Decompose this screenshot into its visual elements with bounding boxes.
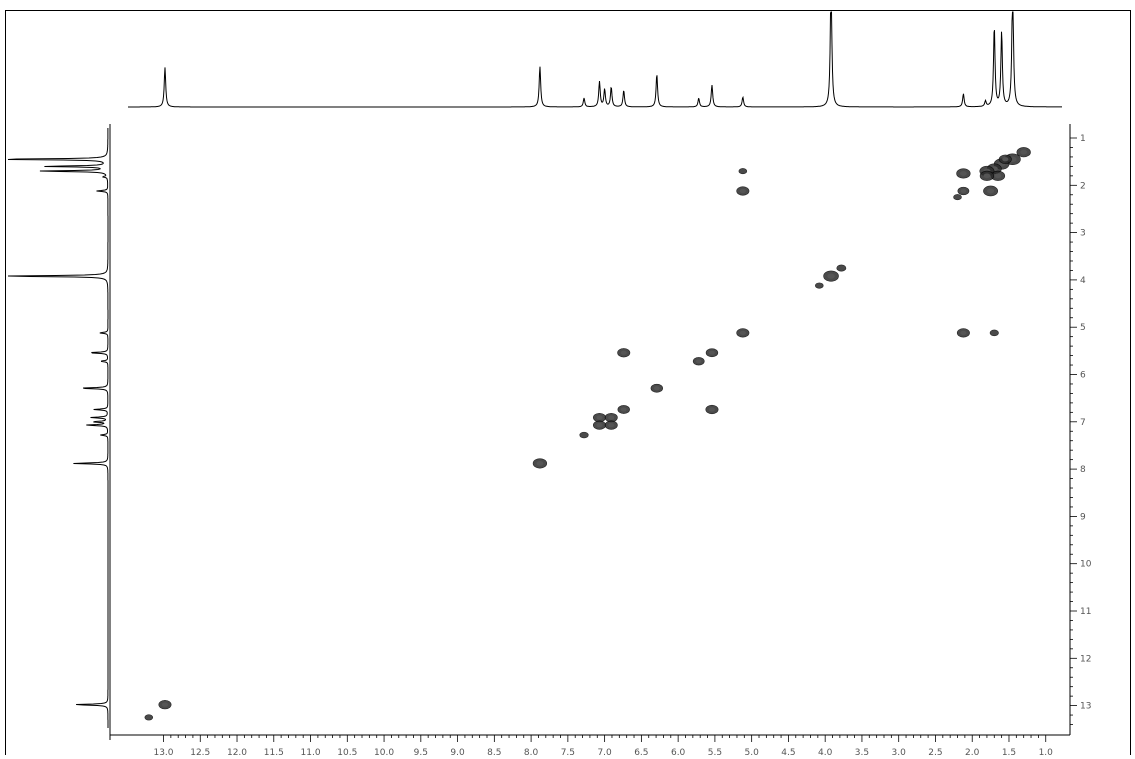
x-tick-label: 1.0 bbox=[1039, 748, 1054, 758]
y-tick-label: 9 bbox=[1080, 512, 1086, 522]
x-tick-label: 12.5 bbox=[190, 748, 210, 758]
cross-peak bbox=[953, 194, 962, 201]
cross-peak-core bbox=[608, 422, 615, 428]
x-tick-label: 4.5 bbox=[781, 748, 795, 758]
x-tick-label: 3.5 bbox=[855, 748, 869, 758]
cross-peak bbox=[815, 282, 824, 289]
x-tick-label: 8.5 bbox=[487, 748, 501, 758]
cross-peak-core bbox=[994, 173, 1002, 179]
y-tick-label: 13 bbox=[1080, 702, 1091, 712]
cross-peak-core bbox=[653, 386, 660, 391]
x-tick-label: 13.0 bbox=[153, 748, 173, 758]
cross-peak-core bbox=[1020, 149, 1028, 155]
y-tick-label: 6 bbox=[1080, 371, 1086, 381]
cross-peak-core bbox=[620, 407, 627, 412]
cross-peak-core bbox=[695, 359, 702, 364]
cross-peak bbox=[738, 168, 748, 175]
y-tick-label: 12 bbox=[1080, 654, 1091, 664]
cross-peak-core bbox=[739, 188, 746, 194]
x-tick-label: 8.0 bbox=[524, 748, 539, 758]
y-tick-label: 5 bbox=[1080, 323, 1086, 333]
cross-peak-core bbox=[596, 415, 603, 420]
x-tick-label: 6.5 bbox=[634, 748, 648, 758]
cross-peak-core bbox=[596, 422, 603, 428]
cross-peak-core bbox=[161, 702, 169, 707]
plot-frame bbox=[5, 10, 1131, 755]
cross-peak-core bbox=[959, 171, 967, 176]
x-tick-label: 2.5 bbox=[928, 748, 942, 758]
x-tick-label: 5.5 bbox=[708, 748, 722, 758]
x-tick-label: 3.0 bbox=[892, 748, 907, 758]
x-tick-label: 9.5 bbox=[414, 748, 428, 758]
x-tick-label: 10.5 bbox=[337, 748, 357, 758]
y-tick-label: 10 bbox=[1080, 560, 1092, 570]
x-tick-label: 2.0 bbox=[965, 748, 980, 758]
y-tick-label: 4 bbox=[1080, 276, 1086, 286]
x-tick-label: 9.0 bbox=[450, 748, 465, 758]
y-tick-label: 3 bbox=[1080, 229, 1086, 239]
y-tick-label: 2 bbox=[1080, 181, 1086, 191]
cross-peak-core bbox=[709, 350, 715, 355]
cross-peak-core bbox=[1002, 157, 1009, 162]
cross-peak bbox=[989, 329, 999, 337]
cross-peak-core bbox=[739, 330, 746, 336]
cross-peak-core bbox=[620, 350, 627, 355]
top-projection-trace bbox=[128, 11, 1062, 108]
x-tick-label: 5.0 bbox=[744, 748, 759, 758]
x-tick-label: 12.0 bbox=[227, 748, 247, 758]
cross-peak-core bbox=[536, 461, 544, 466]
x-tick-label: 7.0 bbox=[597, 748, 612, 758]
x-tick-label: 4.0 bbox=[818, 748, 833, 758]
cross-peak bbox=[836, 264, 847, 272]
x-tick-label: 1.5 bbox=[1002, 748, 1016, 758]
cross-peak bbox=[144, 714, 154, 721]
cross-peak-core bbox=[608, 415, 615, 420]
x-tick-label: 11.0 bbox=[301, 748, 321, 758]
left-projection-trace bbox=[7, 128, 109, 728]
cross-peak-core bbox=[987, 188, 995, 194]
cross-peak-core bbox=[960, 330, 967, 336]
x-tick-label: 6.0 bbox=[671, 748, 686, 758]
y-tick-label: 8 bbox=[1080, 465, 1086, 475]
cross-peak-core bbox=[827, 273, 835, 279]
y-tick-label: 11 bbox=[1080, 607, 1091, 617]
cross-peak-core bbox=[983, 173, 991, 179]
x-tick-label: 11.5 bbox=[264, 748, 284, 758]
x-tick-label: 10.0 bbox=[374, 748, 394, 758]
cross-peak-core bbox=[960, 189, 967, 193]
cross-peak bbox=[579, 431, 589, 439]
cross-peak-core bbox=[708, 407, 716, 412]
x-tick-label: 7.5 bbox=[561, 748, 575, 758]
y-tick-label: 7 bbox=[1080, 418, 1086, 428]
y-tick-label: 1 bbox=[1080, 134, 1086, 144]
